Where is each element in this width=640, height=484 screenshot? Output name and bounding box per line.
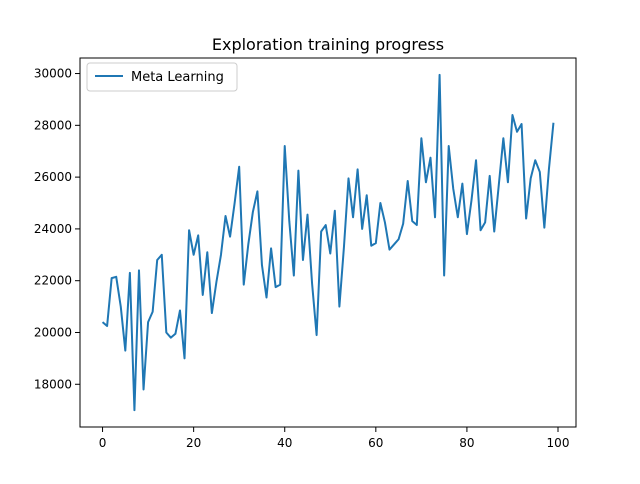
x-axis: 0 20 40 60 80 100 <box>99 427 570 450</box>
y-tick-label: 20000 <box>34 325 72 339</box>
legend: Meta Learning <box>86 62 238 92</box>
y-tick-label: 28000 <box>34 118 72 132</box>
y-tick-label: 30000 <box>34 67 72 81</box>
y-tick-label: 18000 <box>34 377 72 391</box>
chart-title: Exploration training progress <box>212 35 444 54</box>
series-line-meta-learning <box>101 73 555 412</box>
x-tick-label: 40 <box>277 436 292 450</box>
y-axis: 18000 20000 22000 24000 26000 28000 30000 <box>34 67 80 391</box>
legend-box <box>86 62 238 92</box>
plot-area <box>79 57 577 428</box>
x-tick-label: 0 <box>99 436 107 450</box>
x-tick-label: 20 <box>186 436 201 450</box>
legend-label: Meta Learning <box>131 70 224 85</box>
x-tick-label: 60 <box>368 436 383 450</box>
y-tick-label: 26000 <box>34 170 72 184</box>
x-tick-label: 80 <box>459 436 474 450</box>
y-tick-label: 24000 <box>34 222 72 236</box>
x-tick-label: 100 <box>547 436 570 450</box>
y-tick-label: 22000 <box>34 274 72 288</box>
